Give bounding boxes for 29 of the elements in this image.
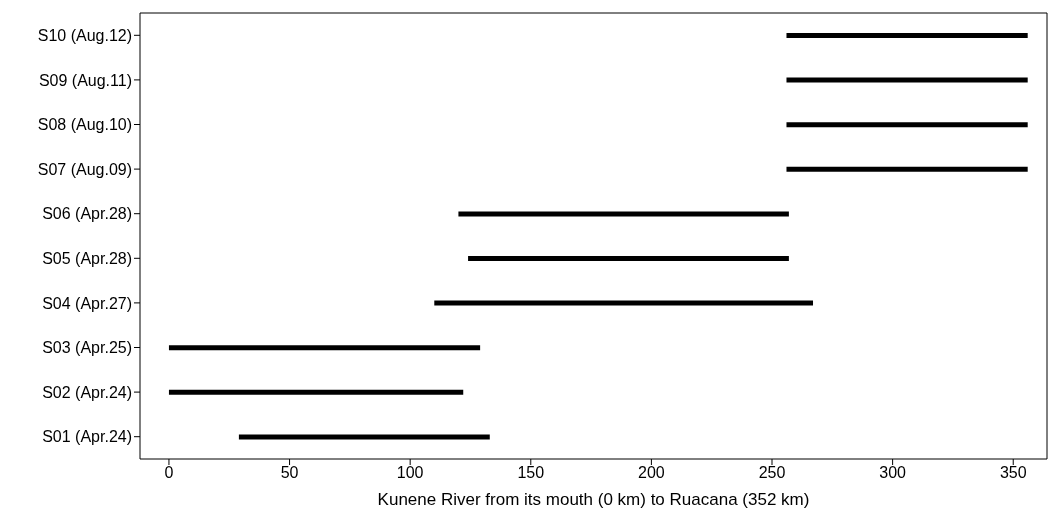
bar bbox=[168, 345, 481, 351]
bar bbox=[786, 166, 1028, 172]
x-tick-label: 150 bbox=[517, 464, 545, 482]
y-tick-label: S08 (Aug.10) bbox=[37, 116, 132, 134]
x-tick-label: 100 bbox=[396, 464, 424, 482]
bar bbox=[434, 300, 814, 306]
y-tick-label: S07 (Aug.09) bbox=[37, 160, 132, 178]
x-tick-label: 0 bbox=[164, 464, 174, 482]
y-tick-label: S06 (Apr.28) bbox=[42, 205, 132, 223]
bar bbox=[786, 122, 1028, 128]
y-tick-label: S01 (Apr.24) bbox=[42, 428, 132, 446]
y-tick-label: S03 (Apr.25) bbox=[42, 339, 132, 357]
bar bbox=[458, 211, 789, 217]
x-tick-label: 350 bbox=[999, 464, 1027, 482]
y-tick-label: S05 (Apr.28) bbox=[42, 249, 132, 267]
bar bbox=[168, 389, 464, 395]
x-tick-label: 250 bbox=[758, 464, 786, 482]
y-tick-label: S10 (Aug.12) bbox=[37, 26, 132, 44]
y-tick-label: S09 (Aug.11) bbox=[38, 71, 132, 89]
x-axis-title: Kunene River from its mouth (0 km) to Ruacana (352 km) bbox=[377, 490, 810, 509]
bar bbox=[238, 434, 490, 440]
x-tick-label: 300 bbox=[879, 464, 907, 482]
x-tick-label: 50 bbox=[280, 464, 299, 482]
bar bbox=[786, 77, 1028, 83]
y-tick-label: S04 (Apr.27) bbox=[42, 294, 132, 312]
bar bbox=[786, 33, 1028, 38]
y-tick-label: S02 (Apr.24) bbox=[42, 383, 132, 401]
x-tick-label: 200 bbox=[638, 464, 665, 482]
bar bbox=[468, 256, 789, 261]
